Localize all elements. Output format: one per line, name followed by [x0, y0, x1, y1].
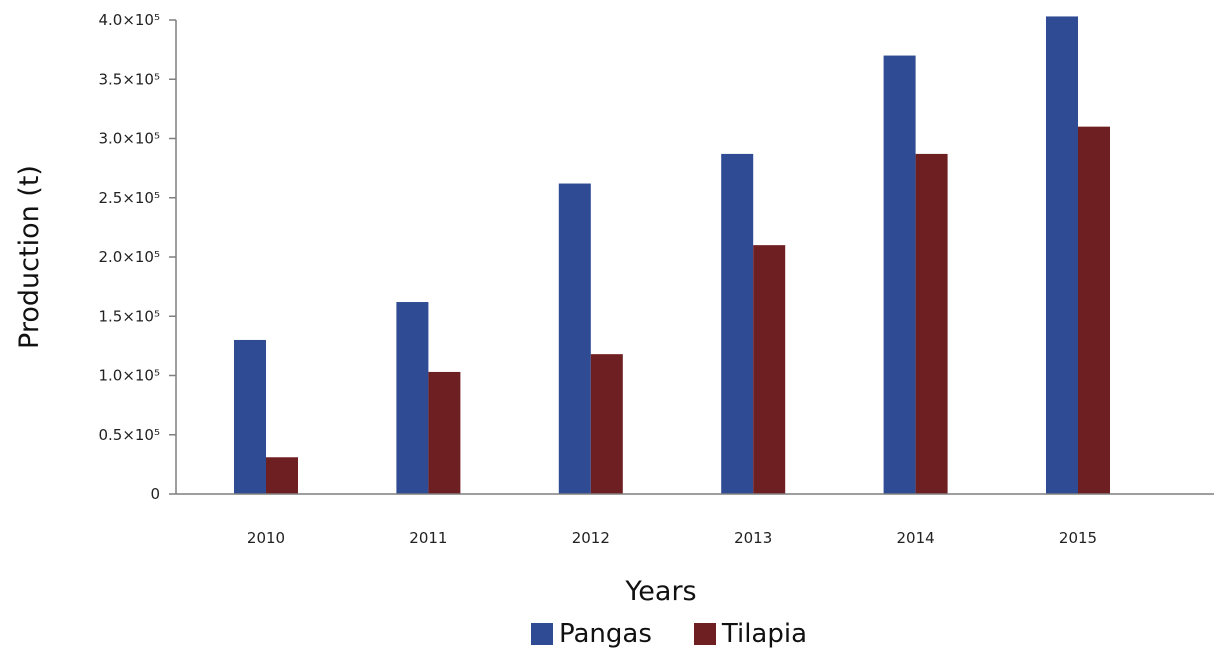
y-tick-label: 4.0×10⁵	[98, 11, 160, 29]
y-tick-label: 2.0×10⁵	[98, 248, 160, 266]
x-tick-label: 2012	[572, 529, 610, 547]
bars	[234, 16, 1110, 495]
x-tick-label: 2010	[247, 529, 285, 547]
bar-tilapia-2011	[428, 371, 461, 494]
x-tick-label: 2014	[897, 529, 935, 547]
bar-tilapia-2015	[1078, 126, 1110, 495]
y-tick-label: 2.5×10⁵	[98, 189, 160, 207]
bar-pangas-2012	[558, 183, 591, 494]
bar-pangas-2015	[1046, 16, 1078, 494]
legend: Pangas Tilapia	[0, 617, 1220, 651]
legend-item-pangas: Pangas	[530, 619, 652, 649]
x-tick-label: 2011	[409, 529, 447, 547]
bar-pangas-2013	[721, 153, 754, 494]
bar-pangas-2011	[396, 302, 429, 494]
bar-tilapia-2012	[590, 354, 623, 494]
y-tick-label: 0.5×10⁵	[98, 426, 160, 444]
y-tick-label: 3.0×10⁵	[98, 130, 160, 148]
bar-pangas-2014	[883, 55, 916, 495]
bar-tilapia-2010	[266, 457, 298, 494]
legend-label-tilapia: Tilapia	[721, 619, 808, 649]
legend-label-pangas: Pangas	[558, 619, 652, 649]
bar-pangas-2010	[234, 339, 266, 494]
bar-tilapia-2014	[915, 153, 948, 494]
legend-swatch-pangas	[530, 623, 553, 645]
y-tick-label: 0	[150, 485, 160, 503]
y-tick-label: 1.5×10⁵	[98, 307, 160, 325]
x-axis: 2010 2011 2012 2013 2014 2015	[176, 493, 1214, 547]
bar-chart: 0 0.5×10⁵ 1.0×10⁵ 1.5×10⁵ 2.0×10⁵ 2.5×10⁵ 3.0×…	[14, 11, 1214, 607]
x-axis-title: Years	[624, 576, 696, 607]
legend-swatch-tilapia	[693, 623, 716, 645]
y-axis-title: Production (t)	[14, 165, 45, 349]
y-tick-label: 1.0×10⁵	[98, 367, 160, 385]
x-tick-label: 2015	[1059, 529, 1097, 547]
bar-tilapia-2013	[753, 245, 786, 494]
y-axis: 0 0.5×10⁵ 1.0×10⁵ 1.5×10⁵ 2.0×10⁵ 2.5×10⁵ 3.0×…	[98, 11, 177, 503]
y-tick-label: 3.5×10⁵	[98, 70, 160, 88]
legend-item-tilapia: Tilapia	[693, 619, 808, 649]
x-tick-label: 2013	[734, 529, 772, 547]
